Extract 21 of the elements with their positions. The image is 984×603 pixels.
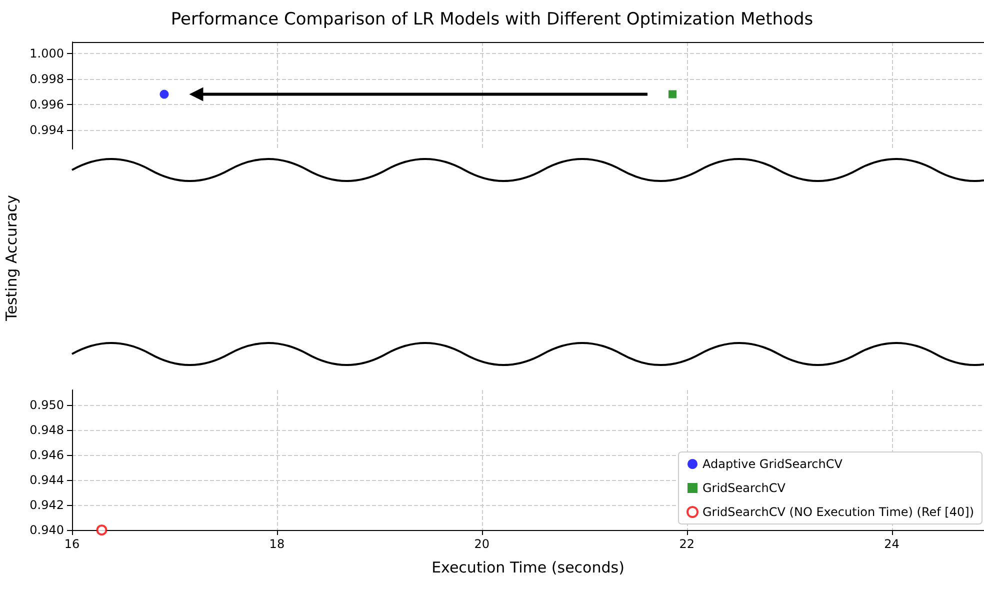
y-tick-label: 0.946 <box>30 448 64 462</box>
y-axis-title: Testing Accuracy <box>2 194 20 322</box>
x-tick-label: 22 <box>679 537 694 551</box>
y-tick-label: 0.944 <box>30 473 64 487</box>
y-tick-label: 0.998 <box>30 72 64 86</box>
y-tick-label: 1.000 <box>30 46 64 60</box>
legend-label: GridSearchCV (NO Execution Time) (Ref [40]) <box>702 505 974 519</box>
legend-label: GridSearchCV <box>702 481 786 495</box>
y-tick-label: 0.994 <box>30 122 64 137</box>
chart-title: Performance Comparison of LR Models with Different Optimization Methods <box>170 10 814 30</box>
x-tick-label: 24 <box>884 537 900 551</box>
legend-label: Adaptive GridSearchCV <box>702 457 844 471</box>
x-axis-title: Execution Time (seconds) <box>432 558 624 576</box>
y-tick-label: 0.940 <box>30 523 64 537</box>
x-tick-label: 18 <box>269 537 285 551</box>
y-tick-label: 0.950 <box>30 398 64 412</box>
x-tick-label: 16 <box>64 537 80 551</box>
y-tick-label: 0.948 <box>30 423 64 437</box>
x-tick-label: 20 <box>474 537 490 551</box>
y-tick-label: 0.996 <box>30 97 64 112</box>
y-tick-label: 0.942 <box>30 498 64 512</box>
